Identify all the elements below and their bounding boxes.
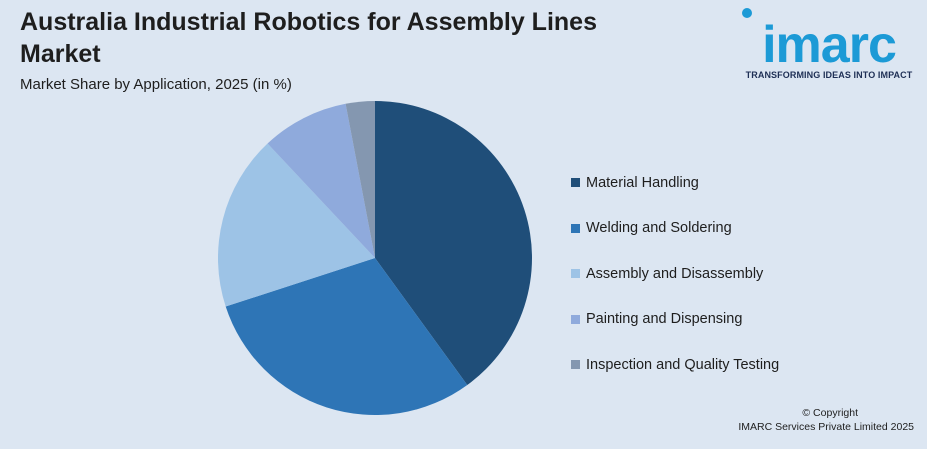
logo-tagline: TRANSFORMING IDEAS INTO IMPACT xyxy=(745,70,913,80)
legend-swatch xyxy=(571,178,580,188)
chart-subtitle: Market Share by Application, 2025 (in %) xyxy=(20,76,292,93)
pie-slice-assembly-and-disassembly xyxy=(217,143,375,307)
legend-item: Painting and Dispensing xyxy=(571,297,779,343)
chart-title: Australia Industrial Robotics for Assemb… xyxy=(20,8,597,68)
legend-label: Inspection and Quality Testing xyxy=(586,356,780,373)
legend-swatch xyxy=(571,314,580,324)
copyright-line-2: IMARC Services Private Limited 2025 xyxy=(738,421,914,433)
imarc-logo: imarc TRANSFORMING IDEAS INTO IMPACT xyxy=(738,6,920,86)
legend-item: Assembly and Disassembly xyxy=(571,251,779,297)
pie-slice-material-handling xyxy=(375,101,532,386)
legend-label: Painting and Dispensing xyxy=(586,311,743,328)
legend-label: Assembly and Disassembly xyxy=(586,265,764,282)
legend-swatch xyxy=(571,360,580,370)
copyright: © Copyright IMARC Services Private Limit… xyxy=(738,406,914,434)
pie-slice-painting-and-dispensing xyxy=(267,103,375,258)
legend-label: Welding and Soldering xyxy=(586,220,732,237)
legend-swatch xyxy=(571,223,580,233)
legend-item: Welding and Soldering xyxy=(571,206,779,252)
pie-slice-inspection-and-quality-testing xyxy=(345,101,375,258)
legend-swatch xyxy=(571,269,580,279)
legend-item: Material Handling xyxy=(571,160,779,206)
pie-slice-welding-and-soldering xyxy=(225,258,468,415)
legend-label: Material Handling xyxy=(586,174,699,191)
copyright-line-1: © Copyright xyxy=(802,407,858,419)
logo-dot-icon xyxy=(742,8,752,18)
logo-wordmark: imarc xyxy=(762,16,897,74)
legend-item: Inspection and Quality Testing xyxy=(571,342,779,388)
chart-legend: Material Handling Welding and Soldering As… xyxy=(571,160,779,388)
